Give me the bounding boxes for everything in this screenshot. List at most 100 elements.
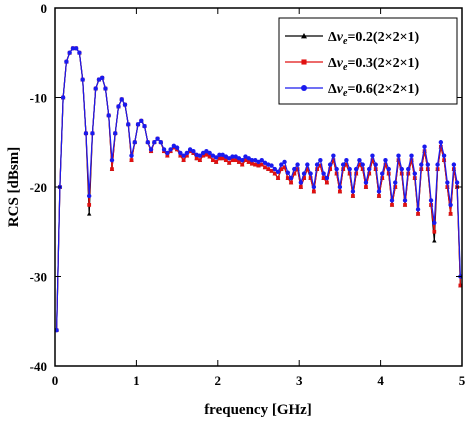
data-point xyxy=(184,153,189,158)
data-point xyxy=(338,189,342,194)
data-point xyxy=(100,75,105,81)
data-point xyxy=(383,162,388,167)
data-point xyxy=(236,156,242,161)
data-point xyxy=(357,162,362,167)
data-point xyxy=(198,158,202,163)
data-point xyxy=(295,167,300,171)
data-point xyxy=(132,140,137,145)
data-point xyxy=(380,176,385,180)
data-point xyxy=(308,176,313,180)
data-point xyxy=(279,162,284,167)
data-point xyxy=(448,211,453,216)
data-point xyxy=(288,175,294,181)
data-point xyxy=(181,153,186,158)
data-point xyxy=(334,166,339,172)
legend-label: Δνe=0.2(2×2×1) xyxy=(328,30,420,47)
data-point xyxy=(246,160,251,164)
data-point xyxy=(367,171,372,176)
data-point xyxy=(311,184,317,190)
data-point xyxy=(331,158,336,163)
data-point xyxy=(210,153,216,158)
data-point xyxy=(354,171,359,176)
data-point xyxy=(126,122,131,127)
data-point xyxy=(370,153,375,158)
data-point xyxy=(324,175,330,181)
data-point xyxy=(399,166,404,172)
data-point xyxy=(171,143,177,149)
data-point xyxy=(70,46,76,51)
data-point xyxy=(445,185,450,189)
data-point xyxy=(237,160,241,164)
data-point xyxy=(347,166,352,172)
data-point xyxy=(226,156,232,161)
legend-marker xyxy=(301,85,307,91)
data-point xyxy=(109,157,115,163)
data-point xyxy=(438,140,444,145)
data-point xyxy=(393,180,398,185)
data-point xyxy=(204,149,209,154)
x-tick-label: 2 xyxy=(215,373,222,388)
data-point xyxy=(220,152,225,157)
data-point xyxy=(383,157,388,163)
data-point xyxy=(77,50,82,55)
data-point xyxy=(224,158,228,163)
data-point xyxy=(148,147,154,152)
data-point xyxy=(445,180,450,185)
y-tick-label: 0 xyxy=(41,1,48,16)
data-point xyxy=(165,150,170,156)
data-point xyxy=(393,185,398,189)
data-point xyxy=(204,152,209,157)
data-point xyxy=(331,153,336,158)
data-point xyxy=(240,162,245,167)
axes-layer: 0 1 2 3 4 5 0 -10 -20 -30 -40 xyxy=(30,1,466,388)
data-point xyxy=(285,170,291,175)
data-point xyxy=(83,131,89,136)
data-point xyxy=(314,162,320,167)
data-point xyxy=(86,211,92,216)
data-point xyxy=(279,167,284,171)
data-point xyxy=(155,136,160,141)
data-point xyxy=(454,180,460,185)
data-point xyxy=(139,118,144,123)
data-point xyxy=(259,162,264,167)
data-point xyxy=(448,202,453,208)
legend-box xyxy=(278,17,458,105)
data-point xyxy=(272,171,277,176)
data-point xyxy=(243,158,248,163)
data-point xyxy=(250,161,254,166)
data-point xyxy=(435,162,440,167)
data-point xyxy=(318,163,323,168)
data-point xyxy=(211,158,215,163)
data-point xyxy=(347,171,352,176)
data-point xyxy=(351,194,355,198)
data-point xyxy=(373,162,378,167)
data-point xyxy=(432,238,437,243)
data-point xyxy=(230,158,235,163)
data-point xyxy=(262,160,268,166)
data-point xyxy=(113,131,118,136)
data-point xyxy=(419,162,424,167)
data-point xyxy=(60,95,66,100)
data-point xyxy=(301,171,307,176)
data-point xyxy=(178,150,183,156)
data-point xyxy=(200,150,206,156)
data-point xyxy=(458,283,462,288)
data-point xyxy=(86,193,92,199)
data-point xyxy=(249,157,255,163)
series-3 xyxy=(55,46,462,333)
data-point xyxy=(344,162,349,167)
data-point xyxy=(321,171,326,176)
data-point xyxy=(305,167,310,171)
data-point xyxy=(337,184,343,190)
data-point xyxy=(269,169,274,173)
data-point xyxy=(213,155,219,160)
y-tick-label: -40 xyxy=(30,359,47,374)
data-point xyxy=(344,157,349,163)
data-point xyxy=(256,163,261,168)
data-point xyxy=(422,149,427,154)
data-point xyxy=(377,194,381,198)
y-axis-title: RCS [dBsm] xyxy=(6,147,22,227)
y-tick-label: -30 xyxy=(30,270,47,285)
data-point xyxy=(350,189,356,194)
data-point xyxy=(142,123,147,129)
